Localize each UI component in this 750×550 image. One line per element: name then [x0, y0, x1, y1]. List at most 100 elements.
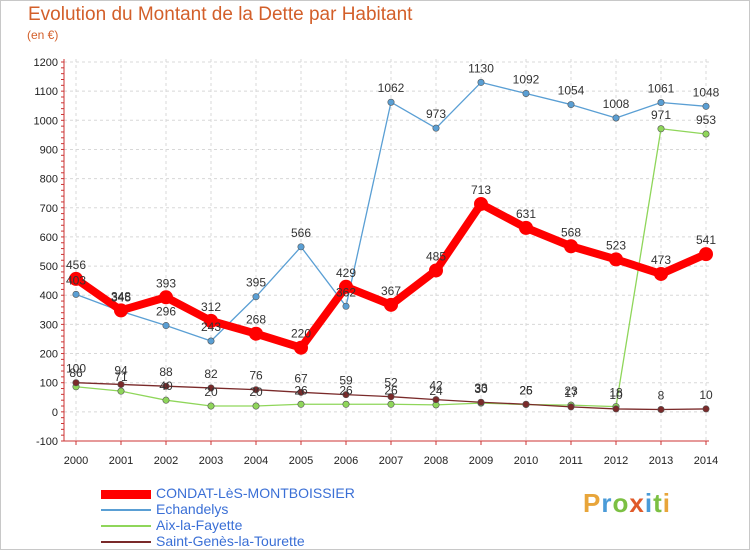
- y-tick-label: 800: [40, 174, 58, 186]
- data-point: [342, 400, 350, 408]
- legend-swatch: [101, 541, 151, 543]
- data-label: 348: [111, 289, 131, 303]
- data-point: [162, 382, 170, 390]
- data-point: [702, 130, 710, 138]
- data-label: 10: [609, 388, 623, 402]
- data-label: 42: [429, 379, 443, 393]
- data-point: [207, 402, 215, 410]
- data-label: 1054: [558, 84, 585, 98]
- data-label: 71: [114, 370, 128, 384]
- data-label: 631: [516, 207, 536, 221]
- data-point: [567, 403, 575, 411]
- data-label: 220: [291, 327, 311, 341]
- legend-swatch: [101, 509, 151, 511]
- data-point: [657, 125, 665, 133]
- chart-unit-label: (en €): [27, 28, 59, 42]
- data-point: [654, 266, 668, 281]
- logo-letter: i: [644, 488, 654, 518]
- data-label: 1048: [693, 85, 720, 99]
- data-point: [699, 247, 713, 262]
- data-label: 429: [336, 266, 356, 280]
- x-tick-label: 2008: [424, 455, 448, 467]
- data-point: [252, 293, 260, 301]
- x-tick-label: 2007: [379, 455, 403, 467]
- y-tick-label: 900: [40, 144, 58, 156]
- data-label: 1008: [603, 97, 630, 111]
- data-point: [207, 384, 215, 392]
- data-label: 52: [384, 376, 398, 390]
- x-tick-label: 2011: [559, 455, 583, 467]
- data-point: [429, 263, 443, 278]
- data-label: 26: [339, 383, 353, 397]
- data-label: 82: [204, 367, 218, 381]
- data-label: 456: [66, 258, 86, 272]
- logo-letter: x: [629, 488, 645, 518]
- proxiti-logo: Proxiti: [583, 488, 671, 519]
- data-label: 393: [156, 276, 176, 290]
- data-label: 18: [609, 386, 623, 400]
- data-point: [339, 279, 353, 294]
- data-point: [69, 271, 83, 286]
- data-label: 568: [561, 225, 581, 239]
- logo-letter: i: [662, 488, 671, 518]
- data-point: [702, 102, 710, 110]
- x-tick-label: 2014: [694, 455, 718, 467]
- data-label: 367: [381, 284, 401, 298]
- logo-letter: o: [612, 488, 630, 518]
- data-label: 26: [384, 383, 398, 397]
- data-point: [477, 78, 485, 86]
- data-label: 345: [111, 290, 131, 304]
- data-label: 296: [156, 305, 176, 319]
- x-tick-label: 2004: [244, 455, 268, 467]
- data-point: [474, 196, 488, 211]
- y-tick-label: 400: [40, 290, 58, 302]
- data-label: 973: [426, 107, 446, 121]
- data-point: [204, 313, 218, 328]
- data-label: 26: [294, 383, 308, 397]
- data-point: [702, 405, 710, 413]
- y-tick-label: 1200: [34, 57, 58, 69]
- y-tick-label: 700: [40, 203, 58, 215]
- data-point: [432, 396, 440, 404]
- data-point: [387, 98, 395, 106]
- y-tick-label: 0: [52, 407, 58, 419]
- data-label: 24: [429, 384, 443, 398]
- data-point: [252, 386, 260, 394]
- data-point: [342, 302, 350, 310]
- data-label: 26: [519, 383, 533, 397]
- x-tick-label: 2002: [154, 455, 178, 467]
- data-label: 20: [204, 385, 218, 399]
- data-point: [522, 400, 530, 408]
- y-tick-label: 1000: [34, 115, 58, 127]
- x-tick-label: 2006: [334, 455, 358, 467]
- data-label: 59: [339, 374, 353, 388]
- data-point: [432, 124, 440, 132]
- y-tick-label: 600: [40, 232, 58, 244]
- data-point: [519, 220, 533, 235]
- data-label: 971: [651, 108, 671, 122]
- data-point: [567, 101, 575, 109]
- data-point: [114, 303, 128, 318]
- data-point: [297, 400, 305, 408]
- legend-label: CONDAT-LèS-MONTBOISSIER: [156, 485, 355, 501]
- y-tick-label: -100: [36, 436, 58, 448]
- legend-swatch: [101, 489, 151, 499]
- data-label: 30: [474, 382, 488, 396]
- legend-swatch: [101, 525, 151, 527]
- data-label: 8: [658, 389, 665, 403]
- x-tick-label: 2010: [514, 455, 538, 467]
- legend-label: Aix-la-Fayette: [156, 517, 243, 533]
- data-point: [252, 402, 260, 410]
- data-point: [207, 337, 215, 345]
- data-label: 67: [294, 371, 308, 385]
- x-tick-label: 2001: [109, 455, 133, 467]
- data-label: 1130: [468, 61, 494, 75]
- data-label: 566: [291, 226, 311, 240]
- legend-label: Saint-Genès-la-Tourette: [156, 533, 305, 549]
- data-point: [477, 398, 485, 406]
- data-label: 485: [426, 249, 446, 263]
- chart-title: Evolution du Montant de la Dette par Hab…: [28, 4, 413, 25]
- data-point: [522, 89, 530, 97]
